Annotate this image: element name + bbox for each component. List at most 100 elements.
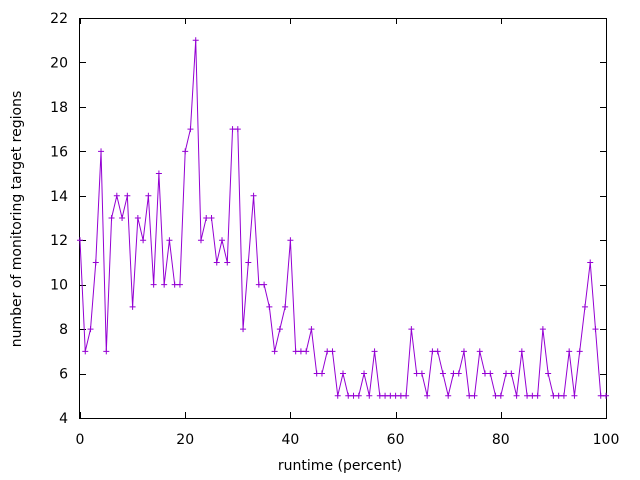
data-point [108, 215, 115, 221]
data-point [103, 348, 110, 355]
data-point [92, 259, 99, 266]
x-tick-label: 20 [176, 432, 194, 448]
data-point [439, 370, 446, 377]
data-point [145, 192, 152, 199]
y-tick-label: 18 [50, 100, 68, 116]
data-point [340, 370, 346, 377]
data-point [376, 392, 383, 399]
data-point [513, 392, 520, 399]
data-point [387, 392, 394, 399]
data-point [355, 392, 362, 399]
data-point [124, 192, 131, 199]
data-point [261, 281, 268, 288]
data-point [313, 370, 320, 377]
data-point [113, 192, 120, 199]
y-tick-label: 8 [59, 322, 68, 338]
y-tick-label: 10 [50, 278, 68, 294]
data-point [329, 348, 336, 355]
data-point [203, 215, 210, 221]
data-point [345, 392, 352, 399]
data-point [155, 170, 162, 177]
data-point [77, 237, 83, 244]
data-point [292, 348, 299, 355]
data-point [297, 348, 304, 355]
x-tick-label: 100 [593, 432, 620, 448]
data-point [287, 237, 294, 244]
data-point [587, 259, 594, 266]
data-point [371, 348, 378, 355]
data-point [397, 392, 404, 399]
data-point [308, 326, 315, 333]
data-point [424, 392, 431, 399]
data-point [413, 370, 420, 377]
data-point [134, 215, 141, 221]
data-point [476, 348, 483, 355]
data-point [466, 392, 473, 399]
data-point [366, 392, 373, 399]
data-point [119, 215, 126, 221]
data-point [234, 126, 241, 133]
data-point [166, 237, 173, 244]
y-tick-label: 12 [50, 233, 68, 249]
x-tick-label: 80 [492, 432, 510, 448]
plot-frame [79, 18, 607, 419]
y-tick-label: 4 [59, 411, 68, 427]
data-point [597, 392, 604, 399]
data-point [382, 392, 389, 399]
data-point [250, 192, 257, 199]
data-point [571, 392, 578, 399]
y-tick-label: 16 [50, 144, 68, 160]
data-point [581, 303, 588, 310]
data-point [82, 348, 89, 355]
data-point [271, 348, 278, 355]
y-tick-label: 6 [59, 367, 68, 383]
x-tick-label: 60 [387, 432, 405, 448]
data-point [161, 281, 168, 288]
x-axis-label: runtime (percent) [278, 458, 402, 474]
data-point [492, 392, 499, 399]
y-tick-label: 20 [50, 55, 68, 71]
data-point [529, 392, 536, 399]
data-point [460, 348, 467, 355]
data-point [140, 237, 147, 244]
data-point [187, 126, 194, 133]
data-point [276, 326, 283, 333]
data-point [87, 326, 94, 333]
data-point [518, 348, 525, 355]
data-point [524, 392, 531, 399]
data-point [539, 326, 546, 333]
data-point [266, 303, 273, 310]
data-point [129, 303, 136, 310]
data-point [487, 370, 494, 377]
data-point [566, 348, 573, 355]
data-point [213, 259, 220, 266]
data-point [224, 259, 231, 266]
data-point [418, 370, 425, 377]
data-point [240, 326, 247, 333]
data-point [408, 326, 415, 333]
data-point [350, 392, 357, 399]
y-axis-label: number of monitoring target regions [9, 91, 25, 348]
data-point [245, 259, 252, 266]
x-tick-label: 40 [281, 432, 299, 448]
x-tick-label: 0 [76, 432, 85, 448]
data-point [445, 392, 452, 399]
tick-labels: 0 20 40 60 80 100 4 6 8 10 12 14 16 18 20 22 [50, 11, 619, 448]
series-points [77, 37, 609, 399]
data-point [545, 370, 552, 377]
data-point [197, 237, 204, 244]
data-point [603, 392, 609, 399]
data-point [534, 392, 541, 399]
data-point [508, 370, 515, 377]
data-point [392, 392, 399, 399]
data-point [324, 348, 331, 355]
series-line [79, 40, 606, 397]
data-point [403, 392, 410, 399]
data-point [434, 348, 441, 355]
data-point [482, 370, 489, 377]
data-point [303, 348, 310, 355]
data-point [497, 392, 504, 399]
data-point [550, 392, 557, 399]
data-point [98, 148, 105, 155]
